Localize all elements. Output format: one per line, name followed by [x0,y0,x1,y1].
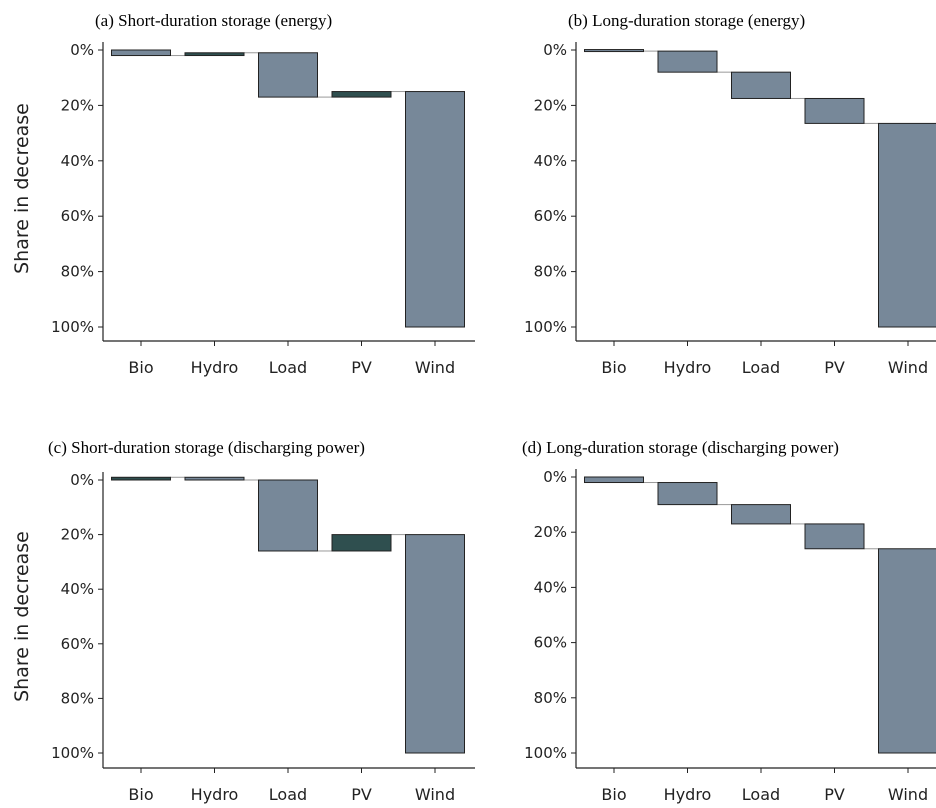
y-tick-label: 40% [534,152,567,170]
y-tick-label: 80% [61,263,94,281]
bar-bio [584,476,644,484]
x-tick-label: Load [742,785,780,804]
x-tick-label: PV [824,358,845,377]
bar-hydro [657,482,718,506]
bar-load [258,479,318,552]
y-tick-label: 100% [524,744,567,762]
bar-load [731,71,791,99]
y-tick-label: 20% [534,96,567,114]
y-axis-label: Share in decrease [11,103,33,274]
bar-bio [584,49,644,53]
y-tick-label: 40% [61,152,94,170]
bar-wind [405,91,465,328]
x-tick-label: Bio [128,785,153,804]
y-tick-label: 100% [51,744,94,762]
x-tick-label: PV [351,785,372,804]
chart-panel-c: (c) Short-duration storage (discharging … [11,438,475,804]
bar-hydro [184,476,245,481]
y-tick-label: 0% [543,468,567,486]
x-tick-label: Hydro [664,358,712,377]
x-tick-label: Hydro [191,785,239,804]
bar-pv [804,523,865,550]
x-tick-label: Wind [888,358,928,377]
x-tick-label: Load [269,358,307,377]
bar-wind [405,534,465,754]
chart-panel-a: (a) Short-duration storage (energy) Share… [11,11,475,377]
y-tick-label: 20% [61,526,94,544]
y-tick-label: 40% [534,578,567,596]
chart-title: (b) Long-duration storage (energy) [568,11,805,30]
bar-load [731,504,791,525]
bar-hydro [657,50,718,73]
y-tick-label: 80% [534,689,567,707]
x-tick-label: Wind [415,785,455,804]
y-tick-label: 100% [51,318,94,336]
y-tick-label: 80% [534,263,567,281]
x-tick-label: Bio [601,785,626,804]
x-tick-label: PV [351,358,372,377]
x-tick-label: Wind [415,358,455,377]
bar-hydro [184,52,245,57]
y-tick-label: 100% [524,318,567,336]
bar-pv [331,534,392,552]
bar-pv [804,97,865,124]
bar-bio [111,476,171,481]
y-tick-label: 60% [61,635,94,653]
chart-title: (d) Long-duration storage (discharging p… [522,438,839,457]
chart-panel-d: (d) Long-duration storage (discharging p… [522,438,936,804]
bar-wind [878,122,936,328]
x-tick-label: Load [269,785,307,804]
x-tick-label: Hydro [191,358,239,377]
x-tick-label: Load [742,358,780,377]
chart-title: (a) Short-duration storage (energy) [95,11,332,30]
y-tick-label: 60% [534,634,567,652]
bar-load [258,52,318,98]
x-tick-label: Hydro [664,785,712,804]
y-tick-label: 60% [61,207,94,225]
y-tick-label: 0% [543,41,567,59]
chart-panel-b: (b) Long-duration storage (energy)0% 20% 4… [524,11,936,377]
y-tick-label: 40% [61,580,94,598]
bar-bio [111,49,171,57]
y-tick-label: 20% [534,523,567,541]
y-tick-label: 80% [61,689,94,707]
bar-pv [331,91,392,98]
chart-title: (c) Short-duration storage (discharging … [48,438,365,457]
x-tick-label: Bio [601,358,626,377]
y-tick-label: 60% [534,207,567,225]
x-tick-label: PV [824,785,845,804]
y-axis-label: Share in decrease [11,531,33,702]
y-tick-label: 20% [61,96,94,114]
bar-wind [878,548,936,754]
y-tick-label: 0% [70,41,94,59]
x-tick-label: Wind [888,785,928,804]
x-tick-label: Bio [128,358,153,377]
y-tick-label: 0% [70,471,94,489]
